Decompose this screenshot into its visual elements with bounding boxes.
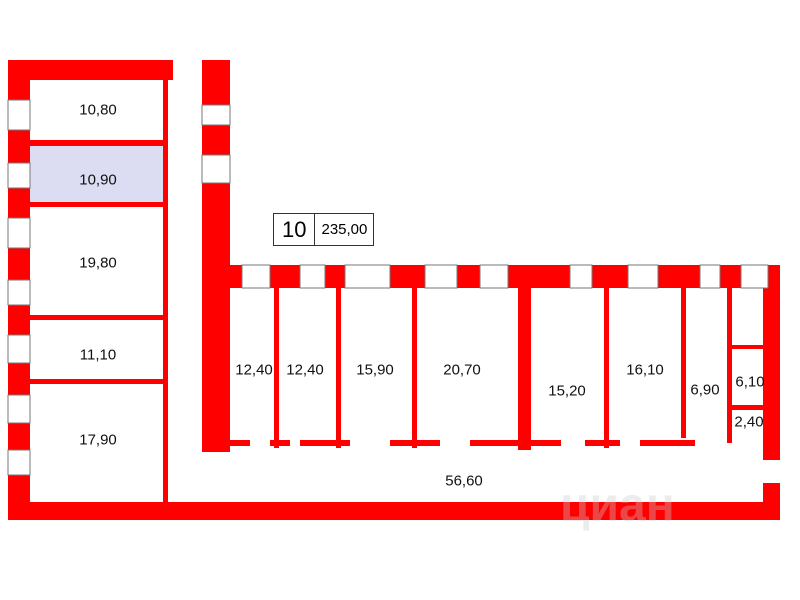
room-area: 12,40 [235, 361, 273, 379]
windows [7, 99, 769, 476]
room-area: 15,90 [356, 361, 394, 379]
unit-number: 10 [274, 214, 316, 245]
total-area: 235,00 [321, 221, 368, 238]
room-area: 2,40 [734, 413, 764, 431]
room-area: 17,90 [79, 431, 117, 449]
room-area: 19,80 [79, 254, 117, 272]
room-area: 20,70 [443, 361, 481, 379]
room-area: 16,10 [626, 361, 664, 379]
room-area: 15,20 [548, 382, 586, 400]
room-area: 56,60 [445, 472, 483, 490]
watermark: циан [560, 479, 675, 532]
room-area: 10,90 [79, 171, 117, 189]
room-area: 6,90 [690, 381, 720, 399]
room-area: 12,40 [286, 361, 324, 379]
unit-label: 10 235,00 [273, 213, 375, 246]
room-area: 11,10 [79, 346, 117, 364]
room-area: 10,80 [79, 101, 117, 119]
room-area: 6,10 [735, 373, 765, 391]
highlighted-room [30, 146, 165, 205]
